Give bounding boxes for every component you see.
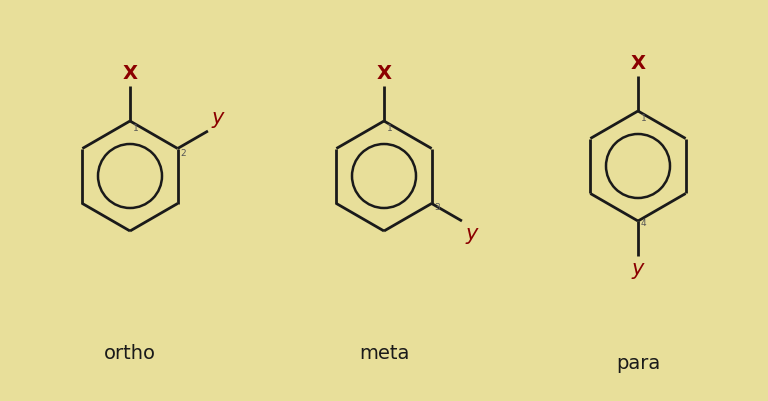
Text: y: y — [632, 259, 644, 279]
Text: ortho: ortho — [104, 344, 156, 363]
Text: 2: 2 — [180, 148, 187, 158]
Text: 1: 1 — [387, 124, 392, 133]
Text: 1: 1 — [133, 124, 139, 133]
Text: X: X — [123, 64, 137, 83]
Text: X: X — [376, 64, 392, 83]
Text: meta: meta — [359, 344, 409, 363]
Text: 3: 3 — [435, 203, 440, 213]
Text: para: para — [616, 354, 660, 373]
Text: X: X — [631, 54, 645, 73]
Text: y: y — [466, 224, 478, 244]
Text: 1: 1 — [641, 114, 647, 123]
Text: 4: 4 — [641, 219, 647, 228]
Text: y: y — [212, 108, 224, 128]
